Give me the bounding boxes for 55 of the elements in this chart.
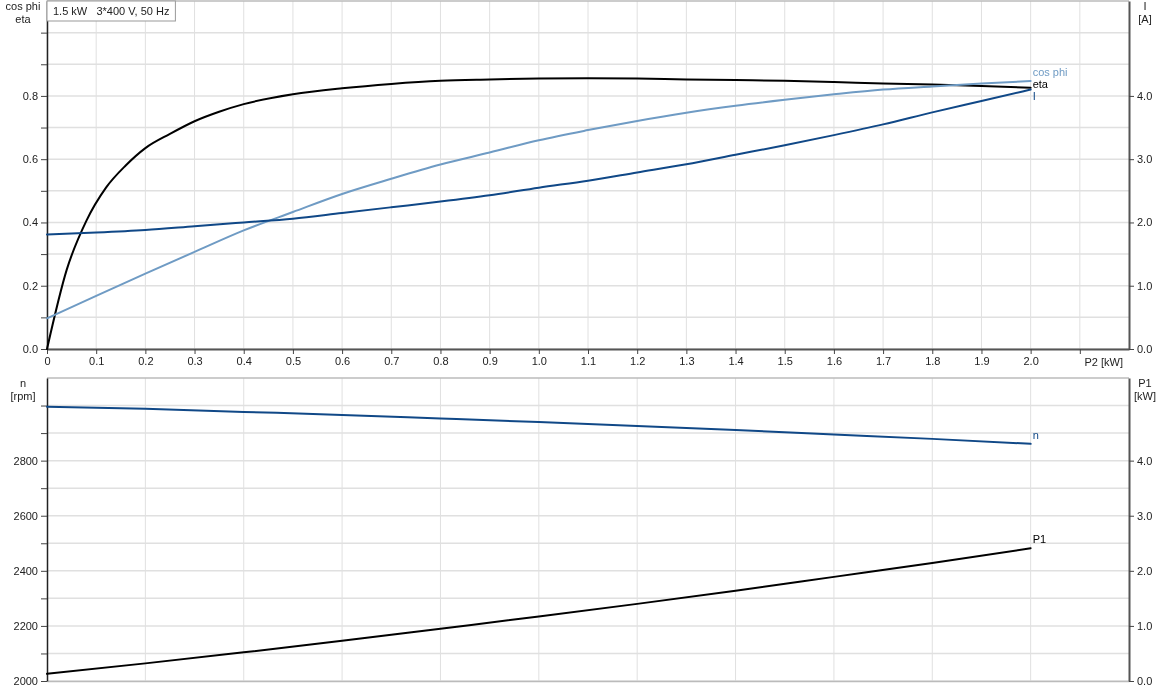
y-tick-label: 0.6 [22,153,38,166]
y-axis-title: cos phi eta [5,0,41,25]
x-tick-label: 1.3 [679,354,695,367]
x-tick-label: 0.1 [89,354,105,367]
x-tick-label: 0.5 [285,354,302,367]
x-tick-label: 0.3 [187,354,203,367]
y2-tick-label: 1.0 [1137,279,1153,292]
series-label: cos phi [1032,66,1068,79]
y2-tick-label: 4.0 [1137,454,1153,467]
y-tick-label: 2200 [13,619,38,632]
line-series [46,405,1032,445]
series-label: eta [1032,78,1049,91]
x-tick-label: 1.1 [580,354,597,367]
x-tick-label: 1.9 [974,354,990,367]
y-tick-label: 2800 [13,454,38,467]
series-label: P1 [1032,533,1047,546]
y2-tick-label: 4.0 [1137,89,1153,102]
x-tick-label: 0.8 [433,354,449,367]
y2-tick-label: 2.0 [1137,216,1153,229]
x-tick-label: 1.2 [630,354,646,367]
x-tick-label: 0.6 [334,354,351,367]
x-tick-label: 1.6 [826,354,843,367]
y-tick-label: 2400 [13,564,38,577]
y-tick-label: 2000 [13,675,38,688]
x-tick-label: 0.9 [482,354,498,367]
x-tick-label: 1.7 [875,354,892,367]
x-axis-title: P2 [kW] [1084,356,1123,368]
y2-tick-label: 3.0 [1137,153,1153,166]
y2-axis-title: P1 [kW] [1134,377,1156,402]
series-label: n [1032,428,1039,441]
x-tick-label: 1.0 [531,354,547,367]
y-tick-label: 0.2 [22,279,38,292]
line-series [46,547,1032,675]
x-tick-label: 0.2 [138,354,154,367]
series-label: I [1032,90,1036,103]
y2-tick-label: 0.0 [1137,675,1153,688]
y-tick-label: 0.4 [22,216,38,229]
y2-tick-label: 2.0 [1137,564,1153,577]
x-tick-label: 0.4 [236,354,252,367]
x-tick-label: 0.7 [384,354,400,367]
y2-tick-label: 1.0 [1137,619,1153,632]
y-tick-label: 0.0 [22,343,38,356]
x-tick-label: 0 [44,354,51,367]
y-axis-title: n [rpm] [10,377,36,402]
y2-axis-title: I [A] [1138,0,1152,25]
x-tick-label: 1.4 [728,354,744,367]
x-tick-label: 2.0 [1023,354,1039,367]
y2-tick-label: 0.0 [1137,343,1153,356]
y-tick-label: 2600 [13,509,38,522]
chart-title: 1.5 kW 3*400 V, 50 Hz [53,5,170,17]
y-tick-label: 0.8 [22,89,38,102]
x-tick-label: 1.5 [777,354,793,367]
line-series [46,88,1032,236]
y2-tick-label: 3.0 [1137,509,1153,522]
x-tick-label: 1.8 [925,354,941,367]
